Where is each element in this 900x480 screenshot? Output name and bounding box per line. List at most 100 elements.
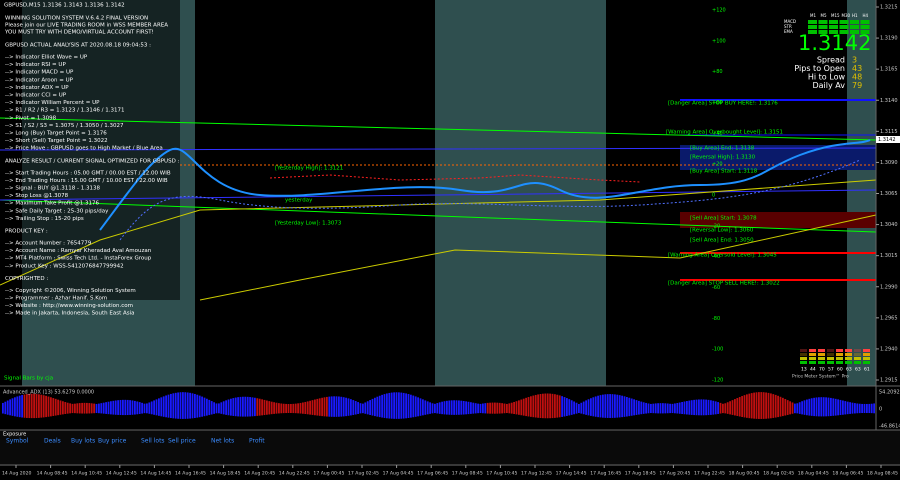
time-label: 17 Aug 00:45 [313,471,344,477]
meter-cell [818,357,825,360]
histogram-bar [599,395,602,418]
panel-line: --> Indicator MACD = UP [5,70,74,76]
info-value: 48 [852,73,862,82]
histogram-bar [791,402,794,414]
histogram-bar [542,393,544,419]
histogram-bar [515,401,518,415]
histogram-bar [770,393,772,419]
histogram-bar [419,398,422,416]
section-heading: ANALYZE RESULT / CURRENT SIGNAL OPTIMIZE… [5,158,180,164]
panel-line: --> End Trading Hours : 15.00 GMT / 10.0… [5,178,168,184]
histogram-bar [832,398,835,416]
price-tick-label: 1.2990 [880,284,898,290]
histogram-bar [316,398,319,416]
histogram-bar [698,399,700,416]
histogram-bar [83,402,86,414]
histogram-bar [786,400,789,415]
histogram-bar [465,401,467,415]
histogram-bar [822,397,825,417]
histogram-bar [503,403,506,414]
histogram-bar [35,393,38,419]
histogram-bar [434,403,436,414]
histogram-bar [52,398,55,416]
histogram-bar [254,397,256,417]
histogram-bar [364,402,367,414]
info-value: 43 [852,64,862,73]
histogram-bar [662,403,664,414]
trend-line [0,147,877,151]
histogram-bar [597,395,599,418]
histogram-bar [232,398,235,416]
trend-line [0,189,877,201]
meter-cell [854,357,861,360]
histogram-bar [357,402,359,414]
time-label: 17 Aug 12:45 [521,471,552,477]
meter-cell [845,349,852,352]
histogram-bar [578,403,580,414]
histogram-bar [256,398,259,416]
histogram-bar [78,403,81,414]
histogram-bar [326,396,328,417]
time-label: 17 Aug 08:45 [452,471,483,477]
histogram-bar [422,399,424,416]
histogram-bar [520,399,523,416]
histogram-bar [534,394,537,418]
meter-cell [827,357,834,360]
histogram-bar [525,397,527,417]
histogram-bar [664,403,667,414]
meter-cell [863,357,870,360]
histogram-bar [765,392,767,419]
level-label: [Danger Area] STOP SELL HERE!: 1.3022 [668,281,780,287]
histogram-bar [208,399,211,416]
histogram-bar [551,393,554,419]
histogram-bar [570,400,573,415]
histogram-bar [138,402,141,414]
histogram-bar [405,393,407,419]
histogram-bar [582,401,585,415]
timeframe: M1 [810,13,816,18]
histogram-bar [86,402,88,414]
histogram-bar [69,403,71,414]
meter-cell [800,357,807,360]
histogram-bar [762,392,765,419]
histogram-bar [474,403,477,414]
histogram-bar [554,394,556,418]
histogram-bar [590,398,592,416]
histogram-bar [14,397,16,417]
meter-cell [809,353,816,356]
footer-note: Signal Bars by cja [4,376,53,382]
histogram-bar [549,393,551,419]
histogram-bar [695,399,698,416]
histogram-bar [671,403,674,414]
meter-cell [836,357,843,360]
histogram-bar [66,402,69,414]
histogram-bar [141,402,143,414]
histogram-bar [47,396,50,417]
scale-label: -80 [712,316,720,322]
histogram-bar [366,401,369,415]
histogram-bar [870,403,873,414]
meter-value: 60 [837,367,843,373]
histogram-bar [657,403,659,414]
histogram-bar [748,393,751,419]
meter-value: 61 [864,367,870,373]
histogram-bar [102,402,105,414]
histogram-bar [561,396,563,417]
meter-cell [818,353,825,356]
histogram-bar [230,398,232,416]
timeframe: H1 [852,13,858,18]
histogram-bar [134,400,136,415]
histogram-bar [702,399,705,416]
panel-line: --> Trailing Stop : 15-20 pips [5,216,84,222]
indicator-name: EMA [784,29,793,34]
histogram-bar [477,403,479,414]
level-label: [Reversal High]: 1.3130 [690,155,756,161]
histogram-bar [2,402,4,414]
histogram-bar [347,398,350,416]
histogram-bar [849,402,851,414]
section-heading: PRODUCT KEY : [5,229,48,235]
histogram-bar [62,401,64,415]
info-label: Spread [817,56,845,65]
price-tick-label: 1.2965 [880,315,898,321]
histogram-bar [546,393,549,419]
